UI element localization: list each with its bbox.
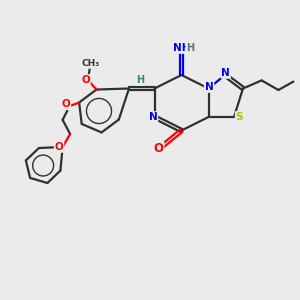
Text: N: N xyxy=(221,68,230,78)
Text: H: H xyxy=(136,75,144,85)
Text: H: H xyxy=(186,43,195,53)
Text: S: S xyxy=(236,112,243,122)
Text: O: O xyxy=(153,142,164,155)
Text: N: N xyxy=(205,82,214,92)
Text: O: O xyxy=(81,75,90,85)
Text: NH: NH xyxy=(173,43,190,53)
Text: O: O xyxy=(55,142,63,152)
Text: O: O xyxy=(61,99,70,109)
Text: N: N xyxy=(148,112,158,122)
Text: CH₃: CH₃ xyxy=(81,59,100,68)
